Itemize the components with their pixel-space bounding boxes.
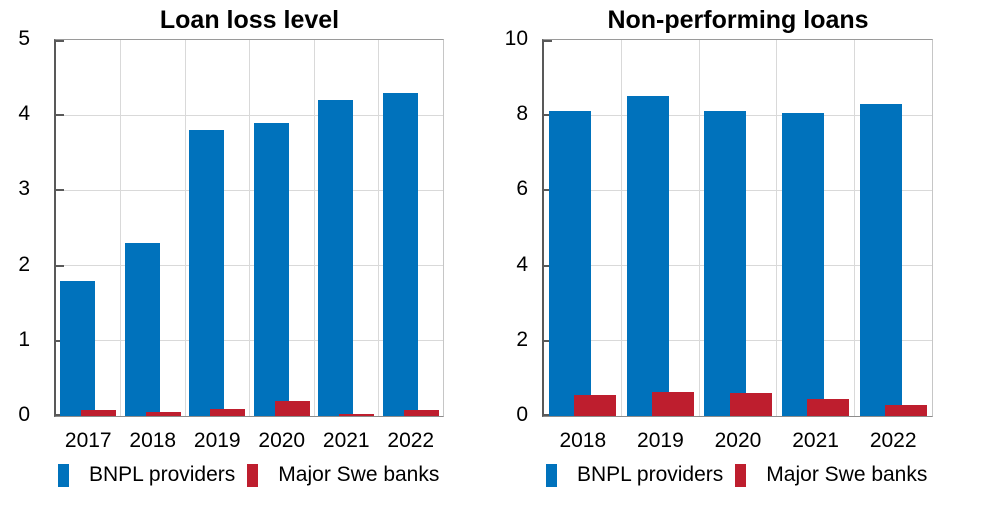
legend-item-major-swe-banks: Major Swe banks bbox=[735, 463, 927, 487]
bar-major-swe-banks-2022 bbox=[884, 404, 927, 416]
v-gridline bbox=[378, 40, 379, 416]
bar-bnpl-providers-2021 bbox=[782, 113, 824, 416]
y-tick-label: 4 bbox=[18, 102, 30, 126]
y-tick-mark bbox=[56, 40, 64, 42]
v-gridline bbox=[184, 40, 186, 416]
legend-swatch-bnpl-icon bbox=[546, 463, 557, 487]
x-category-label-2017: 2017 bbox=[64, 429, 112, 452]
x-category-label-2019: 2019 bbox=[637, 429, 684, 452]
y-tick-label: 1 bbox=[18, 327, 30, 351]
v-gridline bbox=[776, 40, 778, 416]
y-tick-mark bbox=[56, 114, 64, 117]
bar-bnpl-providers-2018 bbox=[124, 243, 160, 416]
y-tick-label: 6 bbox=[516, 177, 528, 201]
chart-title: Non-performing loans bbox=[607, 6, 869, 34]
y-tick-mark bbox=[544, 414, 552, 416]
y-tick-mark bbox=[544, 114, 552, 117]
bar-major-swe-banks-2021 bbox=[807, 399, 850, 416]
y-tick-label: 4 bbox=[516, 252, 528, 276]
chart-title: Loan loss level bbox=[159, 6, 340, 34]
bar-bnpl-providers-2021 bbox=[318, 100, 354, 416]
y-tick-mark bbox=[544, 40, 552, 42]
chart-loan-loss-level: Loan loss level BNPL providers Major Swe… bbox=[0, 0, 480, 505]
v-gridline bbox=[621, 40, 623, 416]
y-tick-mark bbox=[56, 339, 64, 342]
legend-label: Major Swe banks bbox=[766, 463, 928, 486]
v-gridline bbox=[853, 40, 855, 416]
v-gridline bbox=[313, 40, 315, 416]
legend-label: BNPL providers bbox=[577, 463, 724, 486]
bar-bnpl-providers-2019 bbox=[626, 96, 669, 416]
bar-bnpl-providers-2018 bbox=[549, 111, 592, 416]
bar-bnpl-providers-2019 bbox=[189, 130, 225, 416]
y-tick-label: 5 bbox=[18, 27, 30, 50]
bar-bnpl-providers-2020 bbox=[704, 111, 747, 416]
y-tick-mark bbox=[544, 264, 552, 267]
x-category-label-2019: 2019 bbox=[193, 429, 241, 452]
legend-item-bnpl-providers: BNPL providers bbox=[546, 463, 723, 487]
y-tick-label: 3 bbox=[18, 177, 30, 201]
plot-area bbox=[542, 39, 933, 417]
legend: BNPL providers Major Swe banks bbox=[546, 463, 927, 487]
x-category-label-2020: 2020 bbox=[258, 429, 306, 452]
x-category-label-2022: 2022 bbox=[387, 429, 435, 452]
y-tick-mark bbox=[544, 339, 552, 342]
y-tick-label: 2 bbox=[18, 252, 30, 276]
y-tick-label: 10 bbox=[504, 27, 528, 50]
y-tick-mark bbox=[544, 189, 552, 192]
y-tick-label: 2 bbox=[516, 327, 528, 351]
legend-swatch-bnpl-icon bbox=[58, 463, 69, 487]
plot-area bbox=[54, 39, 444, 417]
x-category-label-2018: 2018 bbox=[129, 429, 177, 452]
chart-non-performing-loans: Non-performing loans BNPL providers Majo… bbox=[488, 0, 1000, 505]
y-tick-label: 8 bbox=[516, 102, 528, 126]
bar-major-swe-banks-2019 bbox=[210, 409, 246, 416]
bar-major-swe-banks-2019 bbox=[652, 391, 694, 416]
y-tick-mark bbox=[56, 189, 64, 192]
y-tick-label: 0 bbox=[18, 403, 30, 426]
bar-major-swe-banks-2020 bbox=[729, 393, 772, 416]
bar-major-swe-banks-2020 bbox=[274, 400, 310, 416]
legend-label: BNPL providers bbox=[89, 463, 236, 486]
bar-major-swe-banks-2018 bbox=[145, 412, 181, 416]
legend-label: Major Swe banks bbox=[278, 463, 440, 486]
legend: BNPL providers Major Swe banks bbox=[58, 463, 439, 487]
y-tick-label: 0 bbox=[516, 403, 528, 426]
bar-bnpl-providers-2022 bbox=[382, 92, 418, 416]
bar-bnpl-providers-2017 bbox=[60, 280, 96, 416]
legend-swatch-banks-icon bbox=[247, 463, 259, 487]
bar-bnpl-providers-2020 bbox=[253, 122, 289, 416]
x-category-label-2022: 2022 bbox=[869, 429, 917, 452]
bar-major-swe-banks-2017 bbox=[81, 409, 117, 416]
y-tick-mark bbox=[56, 414, 64, 416]
bar-bnpl-providers-2022 bbox=[859, 103, 902, 416]
v-gridline bbox=[120, 40, 121, 416]
v-gridline bbox=[698, 40, 700, 416]
y-tick-mark bbox=[56, 264, 64, 267]
x-category-label-2021: 2021 bbox=[322, 429, 370, 452]
x-category-label-2018: 2018 bbox=[559, 429, 607, 452]
bar-major-swe-banks-2018 bbox=[574, 395, 617, 416]
legend-item-bnpl-providers: BNPL providers bbox=[58, 463, 235, 487]
x-category-label-2020: 2020 bbox=[714, 429, 762, 452]
bar-major-swe-banks-2021 bbox=[339, 413, 375, 416]
legend-swatch-banks-icon bbox=[735, 463, 747, 487]
bar-major-swe-banks-2022 bbox=[403, 409, 439, 416]
x-category-label-2021: 2021 bbox=[792, 429, 839, 452]
v-gridline bbox=[249, 40, 250, 416]
legend-item-major-swe-banks: Major Swe banks bbox=[247, 463, 439, 487]
